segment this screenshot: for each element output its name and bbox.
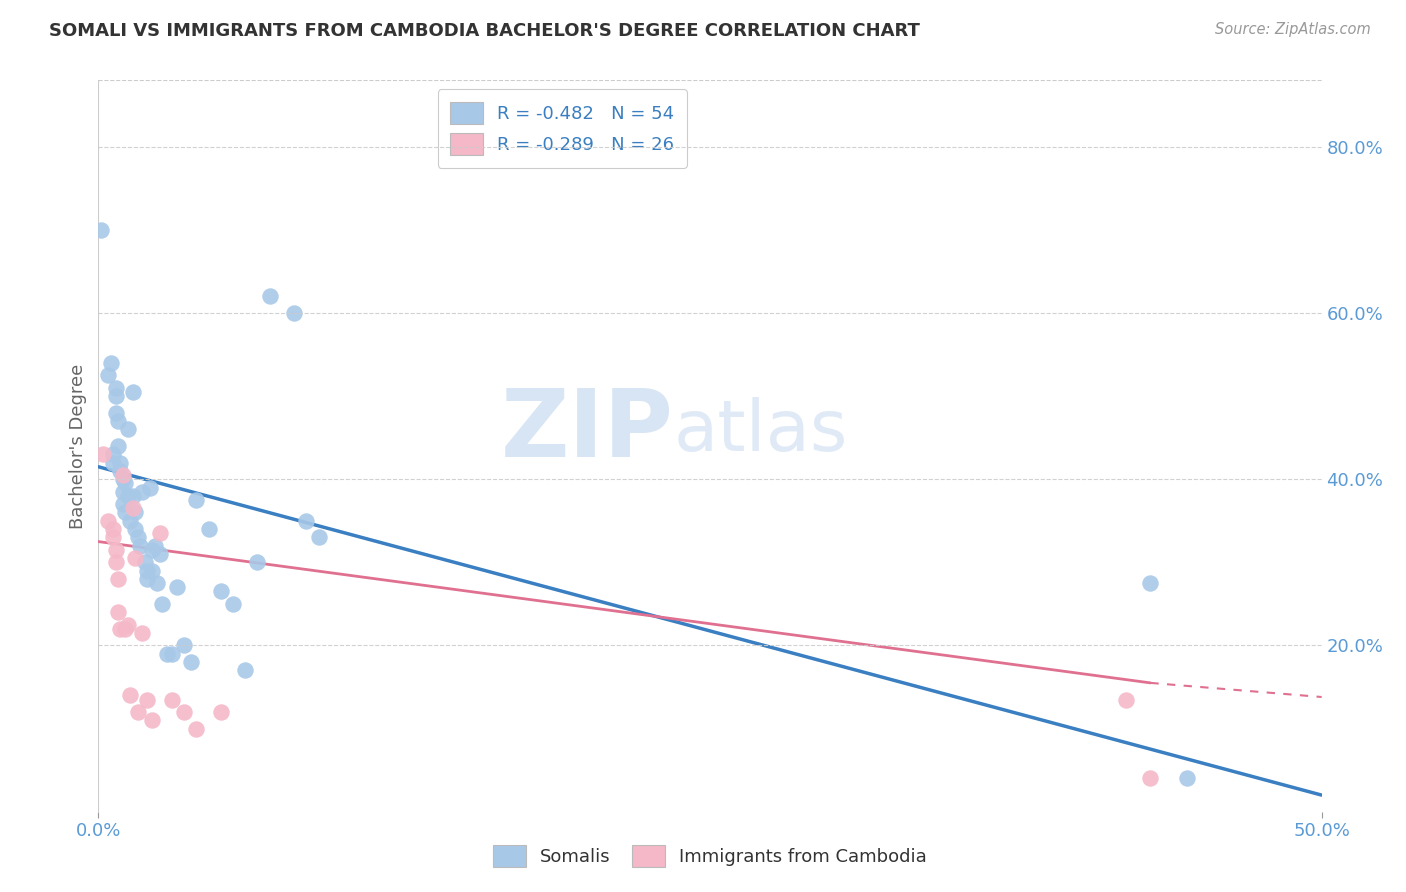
Point bbox=[186, 722, 208, 736]
Point bbox=[141, 542, 163, 557]
Point bbox=[97, 514, 120, 528]
Point bbox=[114, 506, 136, 520]
Point bbox=[131, 626, 153, 640]
Point bbox=[131, 484, 153, 499]
Point bbox=[107, 605, 129, 619]
Legend: Somalis, Immigrants from Cambodia: Somalis, Immigrants from Cambodia bbox=[484, 836, 936, 876]
Point bbox=[110, 456, 132, 470]
Point bbox=[209, 705, 232, 719]
Point bbox=[127, 530, 149, 544]
Point bbox=[143, 539, 166, 553]
Point bbox=[120, 514, 142, 528]
Point bbox=[149, 526, 172, 541]
Point bbox=[136, 572, 159, 586]
Point bbox=[121, 384, 143, 399]
Point bbox=[101, 522, 124, 536]
Text: Source: ZipAtlas.com: Source: ZipAtlas.com bbox=[1215, 22, 1371, 37]
Point bbox=[121, 489, 143, 503]
Point bbox=[110, 464, 132, 478]
Point bbox=[136, 692, 159, 706]
Point bbox=[1115, 692, 1137, 706]
Point bbox=[173, 705, 195, 719]
Point bbox=[1139, 576, 1161, 591]
Point bbox=[136, 564, 159, 578]
Point bbox=[295, 514, 318, 528]
Point bbox=[104, 406, 127, 420]
Point bbox=[101, 447, 124, 461]
Point bbox=[180, 655, 202, 669]
Point bbox=[150, 597, 173, 611]
Point bbox=[156, 647, 179, 661]
Point bbox=[166, 580, 188, 594]
Point bbox=[139, 481, 162, 495]
Point bbox=[197, 522, 219, 536]
Point bbox=[120, 689, 142, 703]
Point bbox=[111, 472, 134, 486]
Point bbox=[146, 576, 169, 591]
Point bbox=[117, 617, 139, 632]
Point bbox=[141, 564, 163, 578]
Point bbox=[111, 484, 134, 499]
Point bbox=[308, 530, 330, 544]
Point bbox=[110, 622, 132, 636]
Point bbox=[100, 356, 122, 370]
Point bbox=[104, 389, 127, 403]
Point bbox=[107, 572, 129, 586]
Text: ZIP: ZIP bbox=[501, 385, 673, 477]
Point bbox=[107, 439, 129, 453]
Point bbox=[111, 468, 134, 483]
Point bbox=[124, 522, 146, 536]
Point bbox=[104, 542, 127, 557]
Point bbox=[149, 547, 172, 561]
Point bbox=[186, 493, 208, 508]
Point bbox=[1175, 772, 1198, 786]
Point bbox=[1139, 772, 1161, 786]
Point bbox=[134, 555, 156, 569]
Point bbox=[222, 597, 245, 611]
Point bbox=[114, 476, 136, 491]
Point bbox=[233, 664, 256, 678]
Point bbox=[124, 551, 146, 566]
Point bbox=[101, 530, 124, 544]
Point bbox=[107, 414, 129, 428]
Point bbox=[104, 381, 127, 395]
Y-axis label: Bachelor's Degree: Bachelor's Degree bbox=[69, 363, 87, 529]
Point bbox=[104, 555, 127, 569]
Text: atlas: atlas bbox=[673, 397, 848, 466]
Point bbox=[97, 368, 120, 383]
Point bbox=[121, 501, 143, 516]
Point bbox=[117, 489, 139, 503]
Point bbox=[129, 539, 152, 553]
Point bbox=[91, 447, 114, 461]
Point bbox=[283, 306, 305, 320]
Point bbox=[160, 692, 183, 706]
Point bbox=[209, 584, 232, 599]
Point bbox=[259, 289, 281, 303]
Point bbox=[246, 555, 269, 569]
Text: SOMALI VS IMMIGRANTS FROM CAMBODIA BACHELOR'S DEGREE CORRELATION CHART: SOMALI VS IMMIGRANTS FROM CAMBODIA BACHE… bbox=[49, 22, 920, 40]
Point bbox=[111, 497, 134, 511]
Point bbox=[127, 705, 149, 719]
Point bbox=[141, 714, 163, 728]
Point bbox=[173, 639, 195, 653]
Point bbox=[114, 622, 136, 636]
Point bbox=[117, 422, 139, 436]
Point bbox=[101, 456, 124, 470]
Point bbox=[90, 223, 112, 237]
Point bbox=[124, 506, 146, 520]
Point bbox=[160, 647, 183, 661]
